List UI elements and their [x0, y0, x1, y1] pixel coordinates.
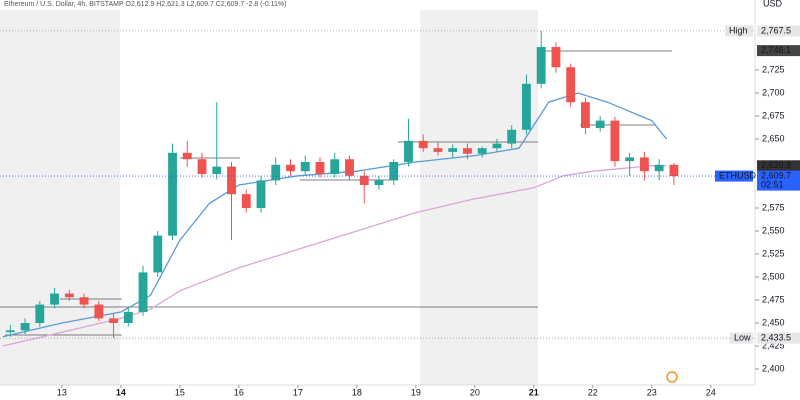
price-label-box: [757, 332, 800, 344]
price-label: 2,609.7: [761, 170, 791, 180]
price-name: High: [729, 25, 748, 35]
candle-body: [123, 311, 133, 323]
candle-body: [168, 152, 177, 236]
candle-body: [20, 322, 30, 331]
y-tick-label: 2,700: [762, 87, 785, 97]
candle-body: [374, 180, 384, 186]
candle-body: [536, 47, 546, 84]
y-tick-label: 2,475: [762, 294, 785, 304]
y-tick-label: 2,400: [762, 363, 785, 373]
candle-body: [522, 83, 531, 130]
candle-body: [639, 157, 649, 172]
candle-body: [256, 180, 266, 209]
candle-body: [50, 293, 59, 305]
chart-header: Ethereum / U.S. Dollar, 4h, BITSTAMP O2,…: [4, 1, 286, 8]
candle-body: [492, 143, 502, 149]
price-label: 2,620.9: [761, 160, 791, 170]
candle-body: [654, 164, 664, 172]
x-tick-label: 15: [175, 387, 185, 397]
currency-label: USD: [763, 0, 783, 8]
x-tick-label: 23: [647, 387, 657, 397]
candle-body: [404, 140, 413, 163]
x-tick-label: 18: [352, 387, 362, 397]
candle-body: [330, 159, 340, 174]
candle-body: [345, 159, 354, 176]
candle-body: [241, 194, 251, 209]
price-label-box: [757, 25, 800, 37]
candle-body: [300, 162, 310, 172]
candle-body: [477, 148, 487, 154]
candle-body: [448, 148, 458, 152]
candle-body: [5, 330, 15, 333]
y-tick-label: 2,550: [762, 225, 785, 235]
candle-body: [182, 152, 192, 160]
candle-body: [463, 148, 472, 154]
price-name-box: [715, 170, 753, 182]
y-tick-label: 2,450: [762, 317, 785, 327]
candle-body: [153, 235, 163, 273]
x-tick-label: 21: [529, 387, 539, 397]
price-name-box: [725, 25, 753, 37]
candle-body: [94, 304, 104, 319]
x-tick-label: 24: [706, 387, 716, 397]
candle-body: [212, 166, 222, 174]
candle-body: [610, 120, 620, 162]
price-name: ETHUSD: [719, 170, 757, 180]
candle-body: [669, 164, 679, 177]
candle-body: [625, 157, 635, 162]
candle-body: [433, 148, 443, 152]
y-tick-label: 2,650: [762, 133, 785, 143]
candle-body: [138, 272, 148, 312]
candle-body: [551, 47, 561, 68]
candle-body: [315, 162, 325, 174]
y-tick-label: 2,675: [762, 110, 785, 120]
candle-body: [109, 318, 118, 323]
x-tick-label: 22: [588, 387, 598, 397]
x-tick-label: 20: [470, 387, 480, 397]
candle-body: [64, 293, 74, 298]
y-tick-label: 2,425: [762, 340, 785, 350]
y-tick-label: 2,575: [762, 202, 785, 212]
x-tick-label: 14: [116, 387, 126, 397]
candle-body: [271, 164, 281, 181]
price-name: Low: [734, 333, 751, 343]
y-tick-label: 2,500: [762, 271, 785, 281]
candle-body: [227, 166, 236, 195]
x-tick-label: 16: [234, 387, 244, 397]
candle-body: [197, 159, 207, 174]
candle-body: [286, 164, 295, 172]
price-label-box: [757, 45, 800, 57]
price-label: 2,767.5: [761, 25, 791, 35]
price-label-box: [757, 170, 800, 191]
x-tick-label: 19: [411, 387, 421, 397]
price-name-box: [730, 332, 753, 344]
alert-icon[interactable]: [666, 371, 678, 383]
price-label-box: [757, 160, 800, 172]
price-label: 2,433.5: [761, 333, 791, 343]
candle-body: [35, 304, 45, 323]
candle-body: [580, 102, 590, 128]
candle-body: [389, 162, 399, 181]
candle-body: [79, 297, 89, 305]
y-tick-label: 2,525: [762, 248, 785, 258]
price-label: 2,746.1: [761, 45, 791, 55]
x-tick-label: 17: [293, 387, 303, 397]
countdown: 02:51: [761, 179, 784, 189]
candle-body: [359, 175, 369, 186]
candle-body: [595, 120, 605, 128]
candle-body: [507, 129, 517, 144]
x-tick-label: 13: [57, 387, 67, 397]
weekend-shade: [0, 10, 120, 385]
candle-body: [566, 67, 576, 103]
y-tick-label: 2,725: [762, 64, 785, 74]
candle-body: [418, 140, 428, 149]
